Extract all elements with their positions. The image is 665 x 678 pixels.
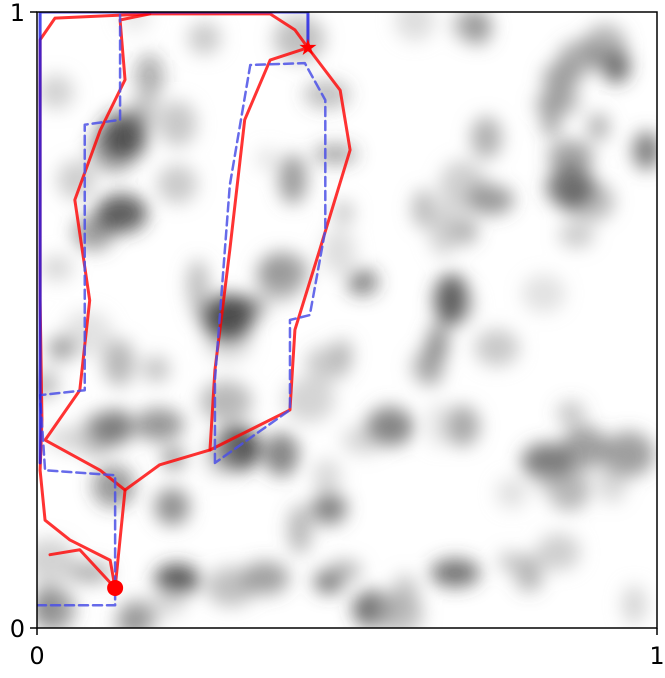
blob: [332, 337, 354, 369]
blob: [467, 178, 497, 200]
blob: [444, 405, 480, 447]
blob: [498, 551, 520, 572]
blob: [558, 222, 595, 248]
blob: [47, 427, 95, 451]
blob: [632, 131, 657, 170]
blob: [391, 573, 419, 614]
blob: [263, 432, 299, 477]
y-tick-label: 0: [10, 615, 25, 643]
blob: [135, 53, 165, 101]
blob: [536, 533, 581, 571]
blob: [394, 12, 436, 42]
blob: [154, 488, 190, 526]
blob: [68, 562, 112, 584]
x-tick-label: 0: [29, 642, 44, 670]
blob: [521, 274, 566, 313]
blob: [622, 585, 647, 625]
blob: [313, 459, 341, 494]
blob: [513, 552, 544, 593]
blob: [142, 355, 170, 383]
blob: [311, 491, 348, 525]
blob: [465, 12, 493, 46]
blob: [561, 425, 608, 470]
blob: [346, 268, 379, 296]
blob: [426, 401, 451, 448]
blob: [38, 74, 74, 110]
blob: [533, 470, 561, 496]
blob: [95, 194, 148, 233]
blob: [521, 442, 573, 480]
x-tick-label: 1: [649, 642, 664, 670]
blob: [200, 380, 252, 423]
blob: [256, 251, 306, 301]
blob: [118, 598, 159, 628]
blob: [427, 322, 449, 361]
blob: [187, 259, 209, 311]
blob: [202, 294, 254, 343]
goal-marker: [299, 38, 317, 55]
y-tick-label: 1: [10, 0, 25, 27]
blob: [321, 228, 356, 275]
blob: [256, 147, 279, 171]
blob: [287, 504, 312, 555]
blob: [428, 205, 458, 257]
blob: [547, 140, 594, 174]
blob: [313, 143, 358, 165]
blob: [542, 63, 580, 97]
blob: [119, 108, 151, 158]
path-line: [48, 548, 117, 590]
blob: [333, 201, 354, 225]
path-line: [123, 46, 352, 492]
blob: [37, 538, 76, 583]
blob: [154, 563, 200, 596]
blob: [496, 477, 527, 509]
blob: [206, 566, 256, 607]
blob: [433, 273, 470, 326]
blob: [134, 408, 184, 442]
blob: [118, 12, 151, 32]
blob: [40, 255, 73, 281]
blob: [556, 400, 586, 426]
blob: [204, 435, 236, 477]
blob: [278, 154, 307, 205]
blob: [62, 310, 113, 357]
blob: [47, 336, 76, 361]
blob: [546, 166, 596, 208]
blob: [273, 16, 326, 62]
blob: [587, 112, 610, 142]
blob: [37, 364, 59, 397]
blob: [327, 559, 362, 581]
blob: [157, 164, 198, 204]
blob: [87, 410, 134, 447]
blob: [378, 404, 401, 434]
dashed-path: [213, 61, 327, 465]
blob: [153, 589, 186, 617]
blob: [470, 116, 502, 159]
blob: [534, 91, 581, 116]
path-line: [38, 12, 310, 465]
blob: [597, 459, 628, 504]
blob: [341, 425, 384, 455]
blob: [102, 338, 137, 387]
blob: [158, 100, 197, 147]
paths: [37, 12, 352, 607]
blob: [187, 21, 221, 55]
blob: [430, 558, 480, 588]
blob: [37, 586, 75, 628]
start-marker: [107, 579, 124, 596]
blob: [411, 189, 436, 229]
blob: [474, 329, 520, 367]
blob: [283, 377, 335, 423]
plot-frame: [36, 11, 658, 629]
cost-field: [37, 12, 657, 628]
path-line: [43, 12, 152, 590]
